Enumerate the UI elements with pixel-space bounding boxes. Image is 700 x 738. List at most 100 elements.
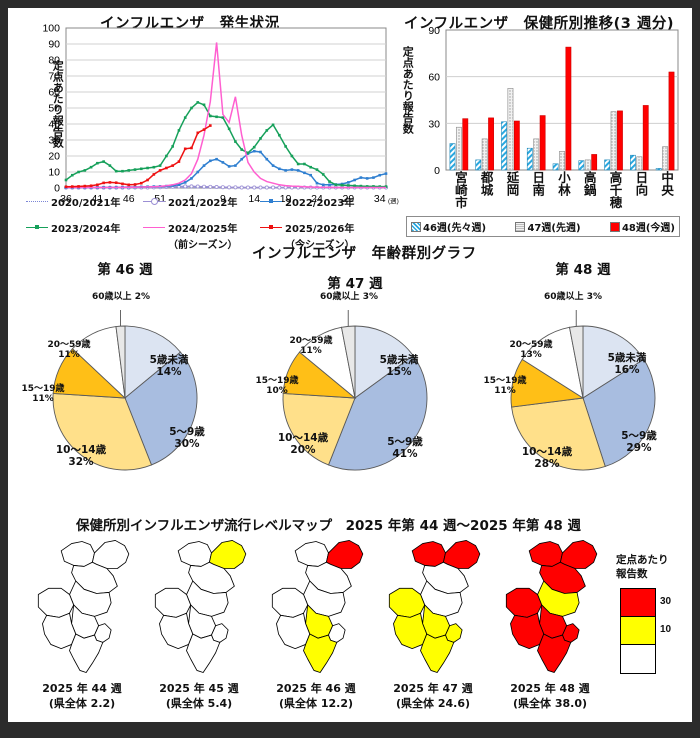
pie-slice-name: 15〜19歳	[255, 376, 299, 386]
pie-slice-label: 20〜59歳 11%	[29, 340, 109, 361]
pie-slice-label: 5〜9歳 30%	[147, 426, 227, 450]
pie-slice-label: 15〜19歳 11%	[465, 376, 545, 397]
bar-category-label: 高千穂	[607, 171, 623, 209]
bar-legend-label: 46週(先々週)	[423, 223, 487, 234]
pie-chart-title: 第 46 週	[97, 262, 153, 278]
svg-text:41: 41	[92, 193, 104, 205]
line-legend-label: 2025/2026年	[285, 224, 355, 235]
line-legend-item: 2023/2024年	[26, 220, 143, 235]
pie-slice-name: 20〜59歳	[47, 340, 91, 350]
bar-legend-swatch	[411, 221, 421, 232]
map-panel: 2025 年 44 週 (県全体 2.2)	[26, 532, 138, 718]
pie-section-title: インフルエンザ 年齢群別グラフ	[252, 246, 477, 262]
svg-text:24: 24	[311, 193, 323, 205]
line-legend-label: 2022/2023年	[285, 198, 355, 209]
pie-chart-panel: 第 47 週 5歳未満 15% 5〜9歳 41% 10〜14歳 20% 15〜19歳 10% 20…	[250, 258, 460, 506]
line-legend-swatch	[143, 224, 165, 232]
bar-legend-label: 48週(今週)	[621, 223, 675, 234]
pie-slice-label: 5〜9歳 29%	[599, 430, 679, 454]
line-legend-item: 2021/2022年	[143, 194, 260, 209]
line-legend-swatch	[143, 197, 165, 206]
map-region-kobayashi	[154, 587, 192, 618]
map-section: 保健所別インフルエンザ流行レベルマップ 2025 年第 44 週〜2025 年第…	[8, 508, 692, 722]
bar-category-label: 高鍋	[581, 171, 597, 196]
bar-category-label: 日南	[530, 171, 546, 196]
map-region-nichinan	[420, 633, 455, 673]
svg-text:0: 0	[54, 183, 60, 195]
pie-slice-label: 10〜14歳 20%	[263, 432, 343, 456]
map-caption-total: (県全体 24.6)	[395, 696, 471, 710]
line-legend-label: 2020/2021年	[51, 198, 121, 209]
pie-slice-label: 60歳以上 2%	[66, 292, 176, 302]
bar-category-label: 中央	[659, 171, 675, 196]
prefecture-map	[388, 540, 481, 673]
svg-text:(週): (週)	[388, 196, 399, 205]
map-region-takachiho	[177, 541, 212, 567]
map-caption-total: (県全体 2.2)	[48, 696, 116, 710]
map-caption: 2025 年 47 週 (県全体 24.6)	[373, 682, 493, 712]
map-region-miyakonojo	[42, 612, 77, 650]
svg-text:90: 90	[48, 39, 60, 51]
pie-slice-value: 13%	[520, 350, 542, 361]
pie-chart-svg	[510, 325, 656, 471]
pie-slice-label: 10〜14歳 28%	[507, 446, 587, 470]
bar-category-label: 都城	[478, 171, 494, 196]
pie-slice-value: 11%	[494, 386, 516, 397]
pie-slice-label: 60歳以上 3%	[518, 292, 628, 302]
pie-slice-label: 15〜19歳 11%	[3, 384, 83, 405]
map-caption-week: 2025 年 46 週	[276, 682, 356, 695]
svg-text:34: 34	[374, 193, 386, 205]
bar-category-label: 延岡	[504, 171, 520, 196]
svg-text:30: 30	[428, 118, 440, 130]
map-region-kobayashi	[505, 587, 543, 618]
bar-legend-swatch	[609, 221, 620, 232]
map-panel: 2025 年 45 週 (県全体 5.4)	[143, 532, 255, 718]
map-region-nobeoka	[91, 540, 130, 569]
svg-text:60: 60	[428, 72, 440, 84]
pie-slice-value: 16%	[614, 364, 640, 377]
prefecture-map	[271, 540, 364, 673]
pie-slice-name: 5歳未満	[149, 354, 189, 366]
pie-slice-name: 60歳以上	[544, 292, 584, 302]
pie-section: インフルエンザ 年齢群別グラフ 第 46 週 5歳未満 14% 5〜9歳 30% 10〜1…	[8, 240, 692, 508]
map-caption: 2025 年 46 週 (県全体 12.2)	[256, 682, 376, 712]
line-legend-sublabel: （前シーズン）	[168, 240, 238, 251]
pie-slice-name: 60歳以上	[92, 292, 132, 302]
svg-text:19: 19	[280, 193, 292, 205]
map-region-takachiho	[60, 541, 95, 567]
map-caption-week: 2025 年 47 週	[393, 682, 473, 695]
line-legend-label: 2021/2022年	[168, 198, 238, 209]
pie-slice-value: 3%	[362, 292, 378, 302]
map-region-nobeoka	[325, 540, 364, 569]
bar-category-label: 小林	[556, 171, 571, 196]
map-legend-swatch	[620, 588, 656, 618]
bar-category-label: 日向	[633, 171, 649, 196]
map-region-miyakonojo	[159, 612, 194, 650]
map-region-kobayashi	[37, 587, 75, 618]
pie-slice-value: 29%	[626, 442, 652, 455]
svg-text:4: 4	[189, 193, 195, 205]
map-region-nobeoka	[442, 540, 481, 569]
map-legend-title-line2: 報告数	[616, 567, 648, 580]
map-region-takachiho	[294, 541, 329, 567]
prefecture-map	[37, 540, 130, 673]
pie-slice-label: 15〜19歳 10%	[237, 376, 317, 397]
map-region-nobeoka	[559, 540, 598, 569]
pie-slice-value: 3%	[586, 292, 602, 302]
svg-text:60: 60	[48, 87, 60, 99]
pie-chart-svg	[282, 325, 428, 471]
pie-slice-label: 5歳未満 15%	[359, 354, 439, 378]
map-section-title: 保健所別インフルエンザ流行レベルマップ 2025 年第 44 週〜2025 年第…	[76, 518, 582, 534]
map-region-nobeoka	[208, 540, 247, 569]
map-panel: 2025 年 48 週 (県全体 38.0)	[494, 532, 606, 718]
map-region-takachiho	[528, 541, 563, 567]
map-caption-total: (県全体 12.2)	[278, 696, 354, 710]
pie-slice-name: 10〜14歳	[55, 444, 107, 456]
map-caption-total: (県全体 38.0)	[512, 696, 588, 710]
map-panel: 2025 年 46 週 (県全体 12.2)	[260, 532, 372, 718]
line-legend-swatch	[26, 198, 48, 206]
bar-legend-item: 46週(先々週)	[411, 219, 486, 234]
svg-text:46: 46	[123, 193, 135, 205]
line-chart-y-axis-label: 定点あたり報告数	[51, 60, 65, 148]
pie-slice-label: 10〜14歳 32%	[41, 444, 121, 468]
